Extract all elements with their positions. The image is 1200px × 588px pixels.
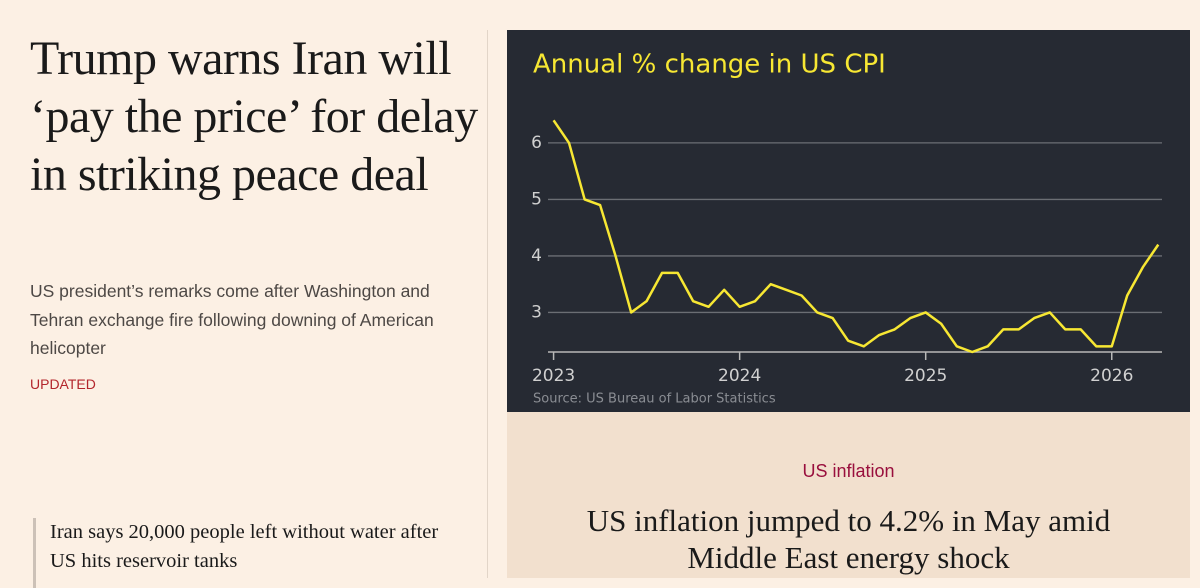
divider bbox=[487, 30, 488, 578]
standfirst: US president’s remarks come after Washin… bbox=[30, 281, 434, 358]
chart-title: Annual % change in US CPI bbox=[533, 50, 886, 80]
x-tick-label: 2024 bbox=[718, 366, 761, 386]
y-tick-label: 4 bbox=[531, 246, 542, 266]
card[interactable]: Annual % change in US CPI Source: US Bur… bbox=[507, 30, 1190, 578]
chart-source: Source: US Bureau of Labor Statistics bbox=[533, 392, 776, 407]
card-headline[interactable]: US inflation jumped to 4.2% in May amid … bbox=[586, 503, 1111, 575]
y-tick-label: 6 bbox=[531, 133, 542, 153]
status: UPDATED bbox=[30, 376, 96, 392]
card-tag[interactable]: US inflation bbox=[802, 461, 895, 481]
chart-background bbox=[507, 30, 1190, 412]
y-tick-label: 5 bbox=[531, 189, 542, 209]
x-tick-label: 2023 bbox=[532, 366, 575, 386]
related-headline[interactable]: Iran says 20,000 people left without wat… bbox=[33, 518, 450, 588]
data-line bbox=[552, 119, 1160, 354]
x-tick-label: 2026 bbox=[1090, 366, 1133, 386]
chart: Annual % change in US CPI Source: US Bur… bbox=[507, 30, 1190, 412]
x-tick-label: 2025 bbox=[904, 366, 947, 386]
y-tick-label: 3 bbox=[531, 302, 542, 322]
headline[interactable]: Trump warns Iran will ‘pay the price’ fo… bbox=[30, 32, 478, 201]
